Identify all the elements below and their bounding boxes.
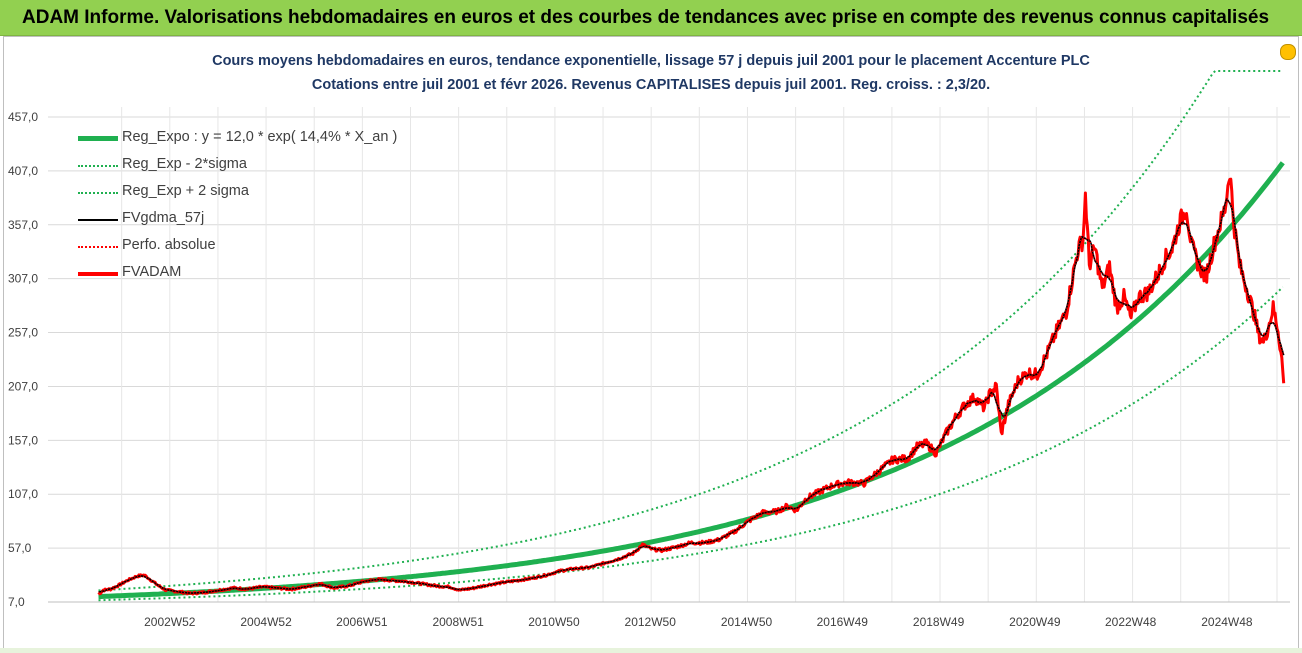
gridlines [48,107,1290,603]
legend-label-fvadam: FVADAM [122,264,182,280]
legend-label-reg-expo: Reg_Expo : y = 12,0 * exp( 14,4% * X_an … [122,129,398,145]
legend-swatch-perfo [78,246,118,248]
y-axis-ticks: 457,0 407,0 357,0 307,0 257,0 207,0 157,0 107,0… [8,110,38,609]
legend-swatch-reg-exp-minus [78,165,118,167]
y-tick-label: 407,0 [8,164,38,178]
y-tick-label: 157,0 [8,433,38,447]
chart-subtitle: Cotations entre juil 2001 et févr 2026. … [311,77,991,93]
legend-label-reg-exp-minus: Reg_Exp - 2*sigma [122,156,247,172]
x-tick-label: 2014W50 [721,615,773,629]
x-tick-label: 2020W49 [1009,615,1061,629]
status-dot-icon [1280,44,1296,60]
legend-label-perfo: Perfo. absolue [122,237,216,253]
x-tick-label: 2024W48 [1201,615,1253,629]
x-tick-label: 2012W50 [625,615,677,629]
banner-title: ADAM Informe. Valorisations hebdomadaire… [22,7,1270,28]
series-reg-exp-minus [98,286,1284,602]
y-tick-label: 107,0 [8,487,38,501]
series-lines [97,70,1286,602]
legend-swatch-fvadam [78,272,118,276]
series-perfo-absolue [98,198,1285,594]
y-tick-label: 357,0 [8,218,38,232]
legend-swatch-reg-expo [78,136,118,141]
y-tick-label: 207,0 [8,379,38,393]
report-banner: ADAM Informe. Valorisations hebdomadaire… [0,0,1302,36]
x-axis-ticks: 2002W52 2004W52 2006W51 2008W51 2010W50 2012W… [144,615,1253,629]
y-tick-label: 307,0 [8,272,38,286]
y-tick-label: 257,0 [8,326,38,340]
y-tick-label: 457,0 [8,110,38,124]
x-tick-label: 2010W50 [528,615,580,629]
x-tick-label: 2016W49 [817,615,869,629]
x-tick-label: 2008W51 [432,615,484,629]
y-tick-label: 57,0 [8,541,32,555]
x-tick-label: 2022W48 [1105,615,1157,629]
legend-swatch-fvgdma [78,219,118,221]
x-tick-label: 2006W51 [336,615,388,629]
series-reg-expo [98,161,1285,600]
x-tick-label: 2002W52 [144,615,196,629]
legend-label-reg-exp-plus: Reg_Exp + 2 sigma [122,183,249,199]
x-tick-label: 2004W52 [240,615,292,629]
chart-title: Cours moyens hebdomadaires en euros, ten… [212,53,1090,69]
series-reg-exp-plus [98,70,1283,592]
bottom-strip [0,648,1302,653]
x-tick-label: 2018W49 [913,615,965,629]
legend-label-fvgdma: FVgdma_57j [122,210,205,226]
legend-swatch-reg-exp-plus [78,192,118,194]
y-tick-label: 7,0 [8,595,25,609]
